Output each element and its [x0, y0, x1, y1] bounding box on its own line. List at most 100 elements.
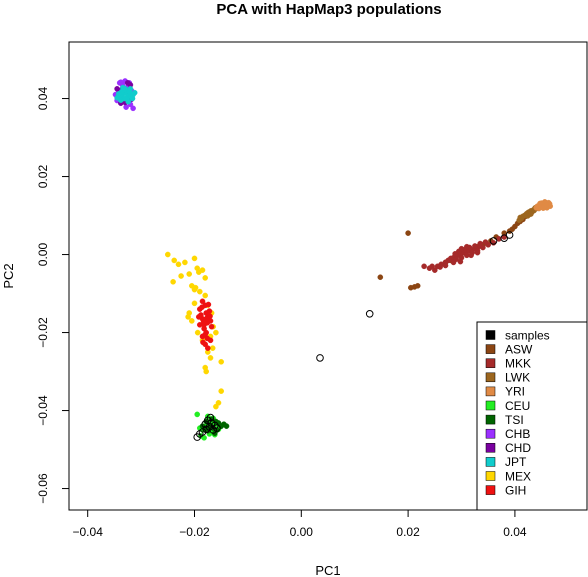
data-point: [120, 84, 126, 91]
data-point: [175, 261, 182, 268]
legend-label-jpt: JPT: [505, 455, 527, 469]
legend-swatch-samples: [485, 330, 496, 340]
series-mex: [164, 251, 224, 410]
data-point: [191, 255, 198, 262]
data-point: [537, 200, 543, 207]
data-point: [204, 345, 211, 351]
legend-swatch-asw: [485, 344, 496, 354]
x-axis-label: PC1: [315, 563, 340, 577]
legend-swatch-chd: [485, 443, 496, 453]
data-point: [477, 240, 484, 247]
y-tick-label: 0.02: [36, 165, 50, 189]
x-tick-label: −0.04: [73, 525, 104, 539]
series-jpt: [114, 84, 138, 105]
data-point: [206, 308, 213, 314]
legend-swatch-gih: [485, 485, 496, 495]
data-point: [213, 403, 219, 410]
data-point: [199, 304, 205, 311]
data-point: [196, 321, 203, 328]
points-layer: [112, 78, 554, 441]
data-point: [201, 420, 209, 429]
data-point: [114, 86, 120, 92]
data-point: [452, 250, 458, 257]
data-point: [188, 318, 195, 324]
data-point: [506, 228, 513, 234]
data-point: [414, 282, 421, 289]
data-point: [200, 339, 206, 346]
y-axis-label: PC2: [1, 263, 16, 288]
legend-swatch-chb: [485, 428, 496, 439]
data-point: [421, 263, 427, 270]
data-point: [130, 105, 136, 112]
data-point: [123, 104, 129, 110]
data-point: [516, 217, 523, 223]
x-tick-label: 0.00: [290, 525, 314, 539]
y-tick-label: −0.04: [36, 395, 50, 426]
plot-area: [68, 41, 588, 511]
data-point: [429, 263, 435, 270]
data-point: [182, 259, 188, 266]
legend-swatch-lwk: [485, 372, 496, 383]
data-point: [431, 267, 438, 273]
data-point: [450, 259, 457, 266]
data-point: [118, 79, 124, 85]
data-point: [468, 252, 474, 259]
data-point: [205, 301, 212, 308]
data-point: [127, 86, 134, 92]
data-point: [191, 300, 198, 307]
series-gih: [195, 298, 215, 351]
data-point: [209, 345, 216, 351]
data-point: [195, 314, 202, 320]
data-point: [213, 424, 221, 432]
data-point: [178, 273, 184, 279]
legend-label-mex: MEX: [505, 469, 531, 483]
series-yri: [533, 199, 554, 212]
data-point: [114, 95, 120, 101]
legend-label-asw: ASW: [505, 342, 533, 356]
data-point: [215, 399, 222, 406]
data-point: [218, 388, 224, 394]
x-tick-label: 0.04: [503, 525, 527, 539]
y-tick-label: −0.06: [36, 473, 50, 504]
data-point: [192, 284, 199, 291]
data-point: [204, 335, 211, 342]
x-tick-label: 0.02: [396, 525, 420, 539]
data-point: [170, 278, 176, 285]
data-point: [186, 271, 192, 277]
legend-swatch-jpt: [485, 457, 496, 467]
x-axis: −0.04 −0.02 0.00 0.02 0.04: [73, 509, 527, 539]
data-point: [543, 202, 550, 208]
legend-label-mkk: MKK: [505, 357, 531, 371]
legend-label-chb: CHB: [505, 427, 530, 441]
data-point: [202, 275, 208, 281]
data-point: [223, 423, 230, 429]
data-point: [207, 313, 213, 320]
data-point: [201, 325, 207, 332]
series-mkk: [421, 234, 508, 273]
data-point: [204, 416, 212, 425]
data-point: [489, 237, 498, 245]
data-point: [405, 230, 411, 236]
legend-swatch-mkk: [485, 358, 496, 368]
data-point: [194, 329, 201, 336]
data-point: [171, 257, 177, 264]
legend-label-samples: samples: [505, 328, 550, 342]
data-point: [463, 243, 470, 250]
data-point: [209, 426, 217, 434]
legend-label-gih: GIH: [505, 483, 526, 497]
legend-box: [476, 321, 588, 511]
data-point: [472, 243, 478, 249]
data-point: [199, 267, 206, 273]
data-point: [407, 284, 414, 291]
data-point: [365, 310, 374, 318]
data-point: [442, 262, 449, 269]
series-samples: [193, 231, 514, 441]
data-point: [199, 298, 206, 305]
data-point: [505, 231, 514, 239]
legend-label-yri: YRI: [505, 385, 525, 399]
y-tick-label: 0.00: [36, 243, 50, 267]
series-asw: [377, 213, 529, 291]
legend-label-tsi: TSI: [505, 413, 524, 427]
